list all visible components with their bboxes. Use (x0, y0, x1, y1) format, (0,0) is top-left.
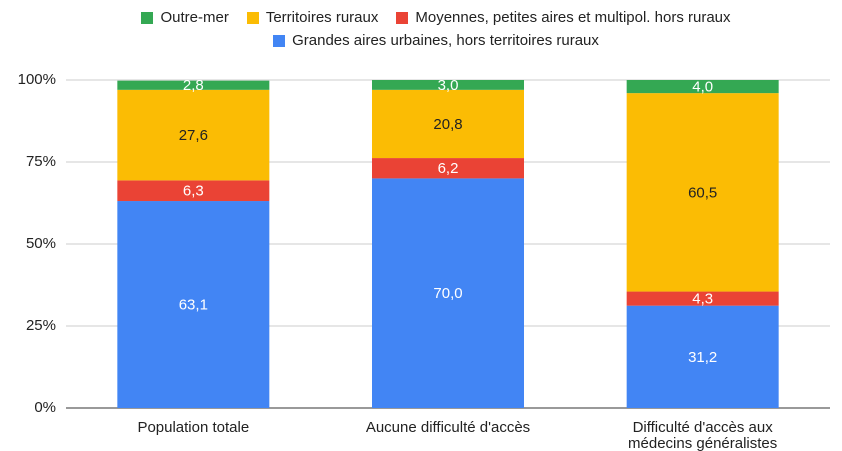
data-label: 4,0 (692, 79, 713, 96)
data-label: 70,0 (433, 285, 462, 302)
y-tick-label: 25% (26, 317, 56, 334)
x-tick-label: Difficulté d'accès aux médecins générali… (628, 419, 778, 451)
y-tick-label: 50% (26, 235, 56, 252)
bar-segment (117, 201, 270, 408)
bar-segment (372, 178, 524, 408)
data-label: 63,1 (179, 296, 208, 313)
bar-segment (117, 80, 270, 90)
legend-item: Moyennes, petites aires et multipol. hor… (396, 9, 731, 26)
bar-segment (626, 291, 779, 306)
legend: Outre-mer Territoires ruraux Moyennes, pet… (76, 9, 796, 49)
data-label: 4,3 (692, 291, 713, 308)
bar-segment (372, 80, 524, 90)
data-label: 60,5 (688, 184, 717, 201)
legend-swatch (246, 11, 259, 24)
y-tick-label: 0% (34, 399, 56, 416)
data-label: 20,8 (433, 116, 462, 133)
bar-segment (626, 80, 779, 94)
legend-swatch (141, 11, 154, 24)
legend-label: Moyennes, petites aires et multipol. hor… (415, 9, 731, 26)
bar-segment (626, 305, 779, 408)
legend-item: Outre-mer (141, 9, 229, 26)
legend-item: Territoires ruraux (246, 9, 379, 26)
legend-label: Outre-mer (160, 9, 229, 26)
y-tick-label: 75% (26, 153, 56, 170)
data-label: 6,2 (438, 160, 459, 177)
legend-label: Territoires ruraux (265, 9, 379, 26)
data-label: 2,8 (183, 77, 204, 94)
data-label: 27,6 (179, 127, 208, 144)
legend-label: Grandes aires urbaines, hors territoires… (292, 32, 599, 49)
data-label: 6,3 (183, 183, 204, 200)
x-tick-label: Aucune difficulté d'accès (365, 419, 531, 436)
legend-swatch (396, 11, 409, 24)
bar-segment (117, 89, 270, 181)
y-tick-label: 100% (18, 71, 56, 88)
legend-swatch (273, 34, 286, 47)
x-tick-label: Population totale (137, 419, 250, 436)
bar-segment (626, 93, 779, 292)
bar-segment (117, 180, 270, 202)
data-label: 3,0 (438, 77, 459, 94)
bar-segment (372, 89, 524, 159)
data-label: 31,2 (688, 349, 717, 366)
bar-segment (372, 158, 524, 179)
legend-item: Grandes aires urbaines, hors territoires… (273, 32, 599, 49)
